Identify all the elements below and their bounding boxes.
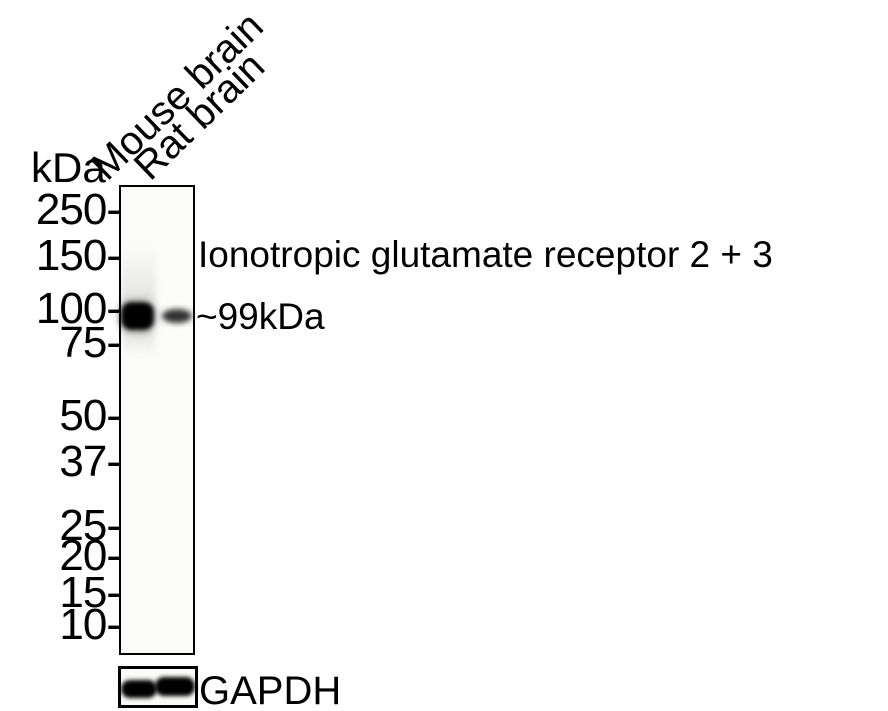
mw-mark-10: 10-	[59, 600, 121, 649]
blot-panel-target	[119, 185, 195, 655]
mw-mark-20: 20-	[59, 531, 121, 580]
mw-mark-15: 15-	[59, 568, 121, 617]
mw-mark-25: 25-	[59, 501, 121, 550]
band-gapdh-rat-brain	[155, 677, 195, 696]
mw-mark-50: 50-	[59, 391, 121, 440]
band-gapdh-mouse-brain	[121, 680, 157, 698]
mw-mark-150: 150-	[35, 231, 121, 280]
unit-label-kda: kDa	[31, 144, 106, 191]
lane-smear-below	[123, 330, 154, 356]
mw-mark-100: 100-	[35, 284, 121, 333]
mw-mark-75: 75-	[59, 318, 121, 367]
target-protein-label: Ionotropic glutamate receptor 2 + 3	[198, 234, 773, 275]
lane-smear-above	[121, 245, 156, 301]
mw-mark-37: 37-	[59, 437, 121, 486]
mw-mark-250: 250-	[35, 185, 121, 234]
observed-mw-label: ~99kDa	[196, 296, 325, 337]
band-target-mouse-brain	[121, 302, 154, 330]
mw-ladder: 250- 150- 100- 75- 50- 37- 25- 20- 15- 1…	[0, 0, 121, 711]
loading-control-label: GAPDH	[199, 669, 342, 711]
blot-panel-gapdh	[118, 666, 198, 708]
band-target-rat-brain	[162, 309, 192, 323]
